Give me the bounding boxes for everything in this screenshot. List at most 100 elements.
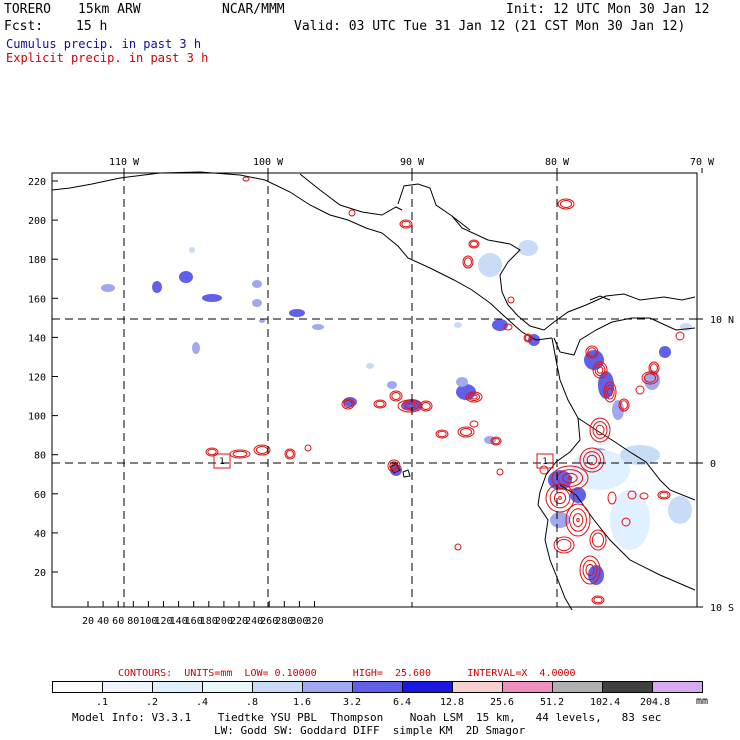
x-tick-label: 260 — [260, 616, 278, 627]
lat-label: 0 — [710, 459, 716, 470]
cumulus-area — [454, 322, 462, 328]
cumulus-area — [179, 271, 193, 283]
precip-contour — [524, 334, 532, 342]
legend-cumulus: Cumulus precip. in past 3 h — [6, 37, 202, 51]
precip-contour — [507, 296, 515, 304]
precip-contour — [592, 361, 608, 379]
forecast-label: Fcst: — [4, 19, 44, 34]
precip-contour — [558, 496, 562, 500]
precip-contour — [389, 461, 399, 471]
coastlines — [51, 171, 696, 611]
precip-contour — [579, 447, 605, 473]
pacific-coast-sa — [537, 337, 581, 611]
precip-contour — [391, 463, 397, 469]
y-tick-label: 140 — [28, 333, 46, 344]
run-label: TORERO — [4, 2, 51, 17]
y-tick-label: 220 — [28, 177, 46, 188]
precip-contour — [585, 563, 595, 577]
y-tick-label: 100 — [28, 412, 46, 423]
precip-contour — [284, 448, 296, 460]
axis-labels: 20 40 60 80 10012014016018020022024026028030… — [28, 157, 734, 627]
cumulus-area — [152, 281, 162, 293]
model-info: Model Info: V3.3.1 Tiedtke YSU PBL Thomp… — [72, 711, 662, 724]
precip-contour — [457, 426, 475, 438]
precip-contour — [348, 209, 356, 217]
precip-contour — [587, 347, 597, 357]
x-tick-label: 40 — [97, 616, 109, 627]
station-box — [213, 453, 231, 469]
precip-contour — [620, 400, 628, 410]
precip-contour — [207, 448, 217, 456]
precip-contour — [675, 331, 685, 341]
y-tick-label: 60 — [34, 490, 46, 501]
x-tick-label: 220 — [230, 616, 248, 627]
y-tick-label: 160 — [28, 294, 46, 305]
precip-contour — [467, 393, 481, 401]
precip-contour — [399, 219, 413, 229]
x-tick-label: 240 — [245, 616, 263, 627]
precip-contour — [523, 333, 533, 343]
station-label: 1 — [219, 457, 224, 467]
colorbar-label: 204.8 — [640, 697, 671, 708]
precip-contour — [591, 532, 605, 548]
precip-contour — [603, 381, 617, 403]
x-tick-label: 80 — [127, 616, 139, 627]
precip-contour — [569, 508, 587, 532]
y-tick-label: 80 — [34, 451, 46, 462]
cumulus-area — [456, 377, 468, 387]
precip-contour — [242, 176, 250, 182]
cumulus-area — [612, 400, 624, 420]
precip-contour — [255, 446, 269, 454]
galapagos-1 — [389, 463, 401, 474]
y-tick-label: 200 — [28, 216, 46, 227]
precip-contour — [391, 392, 401, 400]
station-box — [536, 453, 554, 469]
cumulus-area — [570, 487, 586, 503]
cumulus-area — [550, 512, 570, 528]
x-tick-label: 320 — [305, 616, 323, 627]
precip-contour — [627, 490, 637, 500]
colombia-venezuela — [553, 317, 696, 356]
cumulus-area — [659, 346, 671, 358]
precip-contour — [341, 398, 355, 410]
colorbar-swatch — [102, 681, 153, 693]
precip-contour — [465, 391, 483, 403]
precip-contour — [579, 555, 601, 585]
y-tick-label: 120 — [28, 373, 46, 384]
colorbar-label: 51.2 — [540, 697, 565, 708]
precip-contour — [592, 421, 608, 439]
precip-contour — [492, 437, 500, 445]
colorbar-label: .2 — [145, 697, 159, 708]
x-tick-label: 100 — [139, 616, 157, 627]
axis-ticks — [52, 168, 703, 608]
precip-contour — [562, 472, 578, 484]
precip-contour — [589, 529, 607, 551]
lat-label: 10 S — [710, 603, 734, 614]
cumulus-area — [252, 299, 262, 307]
yucatan — [397, 183, 471, 231]
precip-contour — [421, 402, 431, 410]
mexico-coast — [51, 171, 383, 234]
precip-contour — [454, 543, 462, 551]
precip-contour — [585, 345, 599, 359]
x-tick-label: 180 — [200, 616, 218, 627]
precip-contour — [503, 323, 513, 331]
cumulus-area — [343, 397, 357, 407]
precip-contour — [343, 400, 353, 408]
south-america-north — [553, 293, 696, 323]
precip-contour — [589, 417, 611, 443]
lat-label: 10 N — [710, 315, 734, 326]
precip-contour — [205, 447, 219, 457]
precip-contour — [470, 240, 478, 248]
colorbar-swatch — [552, 681, 603, 693]
cumulus-area — [620, 445, 660, 465]
colorbar-swatch — [502, 681, 553, 693]
colorbar-swatch — [252, 681, 303, 693]
explicit-precip-contours — [205, 176, 685, 605]
galapagos-2 — [402, 469, 411, 478]
x-tick-label: 20 — [82, 616, 94, 627]
precip-contour — [557, 198, 575, 210]
colorbar-label: 102.4 — [590, 697, 621, 708]
precip-contour — [635, 385, 645, 395]
